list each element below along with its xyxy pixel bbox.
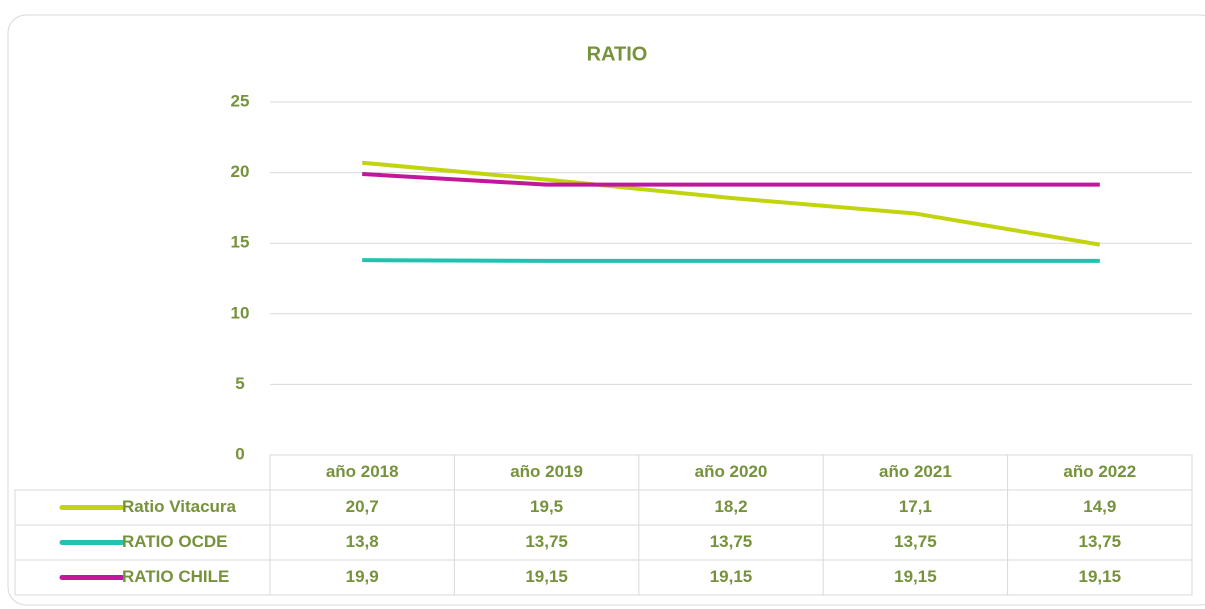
- y-tick-label: 15: [231, 233, 250, 252]
- x-tick-label: año 2019: [510, 462, 583, 481]
- chart-frame: [7, 14, 1205, 606]
- table-row-border: [14, 559, 1193, 596]
- legend-label: RATIO OCDE: [122, 532, 227, 551]
- y-tick-label: 10: [231, 303, 250, 322]
- data-label: 17,1: [899, 497, 932, 516]
- data-label: 13,75: [525, 532, 568, 551]
- series-line: [362, 160, 1101, 247]
- data-label: 19,15: [525, 567, 568, 586]
- data-label: 13,8: [346, 532, 379, 551]
- x-tick-label: año 2021: [879, 462, 952, 481]
- data-label: 19,15: [710, 567, 753, 586]
- data-label: 20,7: [346, 497, 379, 516]
- data-label: 19,5: [530, 497, 563, 516]
- y-tick-label: 25: [231, 91, 250, 110]
- legend-label: Ratio Vitacura: [122, 497, 237, 516]
- data-label: 13,75: [1079, 532, 1122, 551]
- x-tick-label: año 2022: [1063, 462, 1136, 481]
- y-tick-label: 5: [235, 374, 244, 393]
- y-tick-label: 20: [231, 162, 250, 181]
- data-label: 19,15: [1079, 567, 1122, 586]
- series-line: [362, 258, 1100, 263]
- data-label: 19,9: [346, 567, 379, 586]
- chart-title: RATIO: [587, 43, 648, 65]
- data-label: 13,75: [894, 532, 937, 551]
- data-label: 19,15: [894, 567, 937, 586]
- data-label: 14,9: [1083, 497, 1116, 516]
- x-tick-label: año 2018: [326, 462, 399, 481]
- data-label: 18,2: [714, 497, 747, 516]
- data-label: 13,75: [710, 532, 753, 551]
- y-tick-label: 0: [235, 444, 244, 463]
- legend-label: RATIO CHILE: [122, 567, 229, 586]
- x-tick-label: año 2020: [695, 462, 768, 481]
- series-line: [362, 172, 1100, 187]
